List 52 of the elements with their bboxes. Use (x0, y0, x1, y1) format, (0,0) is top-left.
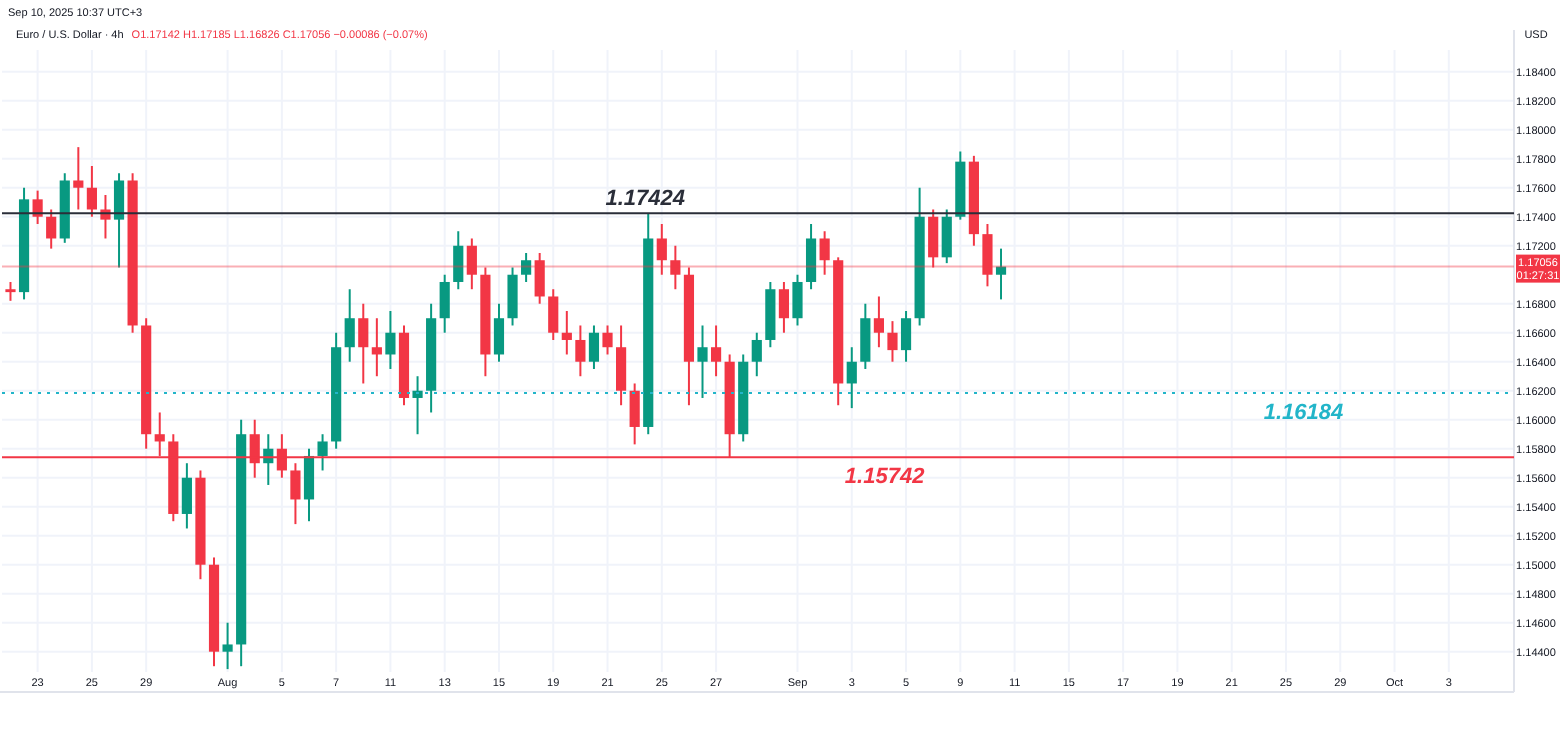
candlestick (575, 324, 586, 378)
candlestick (819, 230, 830, 276)
candlestick (548, 288, 559, 341)
candlestick (656, 222, 667, 276)
candlestick (846, 346, 857, 410)
candlestick (751, 331, 762, 378)
candlestick (439, 273, 450, 334)
candlestick (113, 172, 125, 269)
candlestick (928, 208, 939, 269)
candlestick (778, 280, 790, 334)
candlestick (670, 244, 681, 291)
candlestick (561, 309, 572, 356)
candlestick (290, 462, 301, 526)
candlestick (5, 280, 16, 302)
candlestick (873, 295, 884, 349)
candlestick (385, 309, 396, 370)
candlestick (710, 324, 722, 378)
candlestick (86, 164, 97, 218)
candlestick (900, 309, 912, 363)
candlestick (100, 193, 111, 240)
candlestick (222, 621, 233, 671)
candlestick (792, 273, 803, 327)
candlestick (805, 222, 817, 291)
candlestick (181, 462, 192, 530)
candlestick (521, 251, 532, 283)
ref-line-label: 1.16184 (1263, 401, 1344, 426)
candlestick (697, 324, 708, 399)
candlestick (303, 447, 315, 523)
candlestick (887, 320, 898, 363)
candlestick (46, 208, 57, 250)
candlestick (317, 433, 328, 472)
candlestick (629, 382, 640, 446)
candlestick (371, 317, 382, 378)
candlestick (616, 324, 627, 407)
candlestick (412, 375, 423, 436)
candlestick (995, 247, 1007, 301)
candlestick (982, 222, 993, 288)
candlestick (493, 302, 505, 363)
ref-line-label: 1.15742 (844, 465, 925, 490)
candlestick (588, 324, 600, 370)
candlestick (602, 324, 613, 356)
candlestick (534, 251, 545, 305)
candlestick (507, 266, 518, 327)
candlestick (358, 302, 369, 385)
candlestick (453, 230, 464, 291)
candlestick (32, 189, 43, 225)
candlestick (860, 302, 871, 370)
candlestick (344, 288, 355, 363)
candlestick (466, 237, 477, 291)
candlestick (941, 208, 952, 265)
ref-line-label: 1.17424 (605, 187, 686, 212)
candlestick (73, 146, 84, 211)
